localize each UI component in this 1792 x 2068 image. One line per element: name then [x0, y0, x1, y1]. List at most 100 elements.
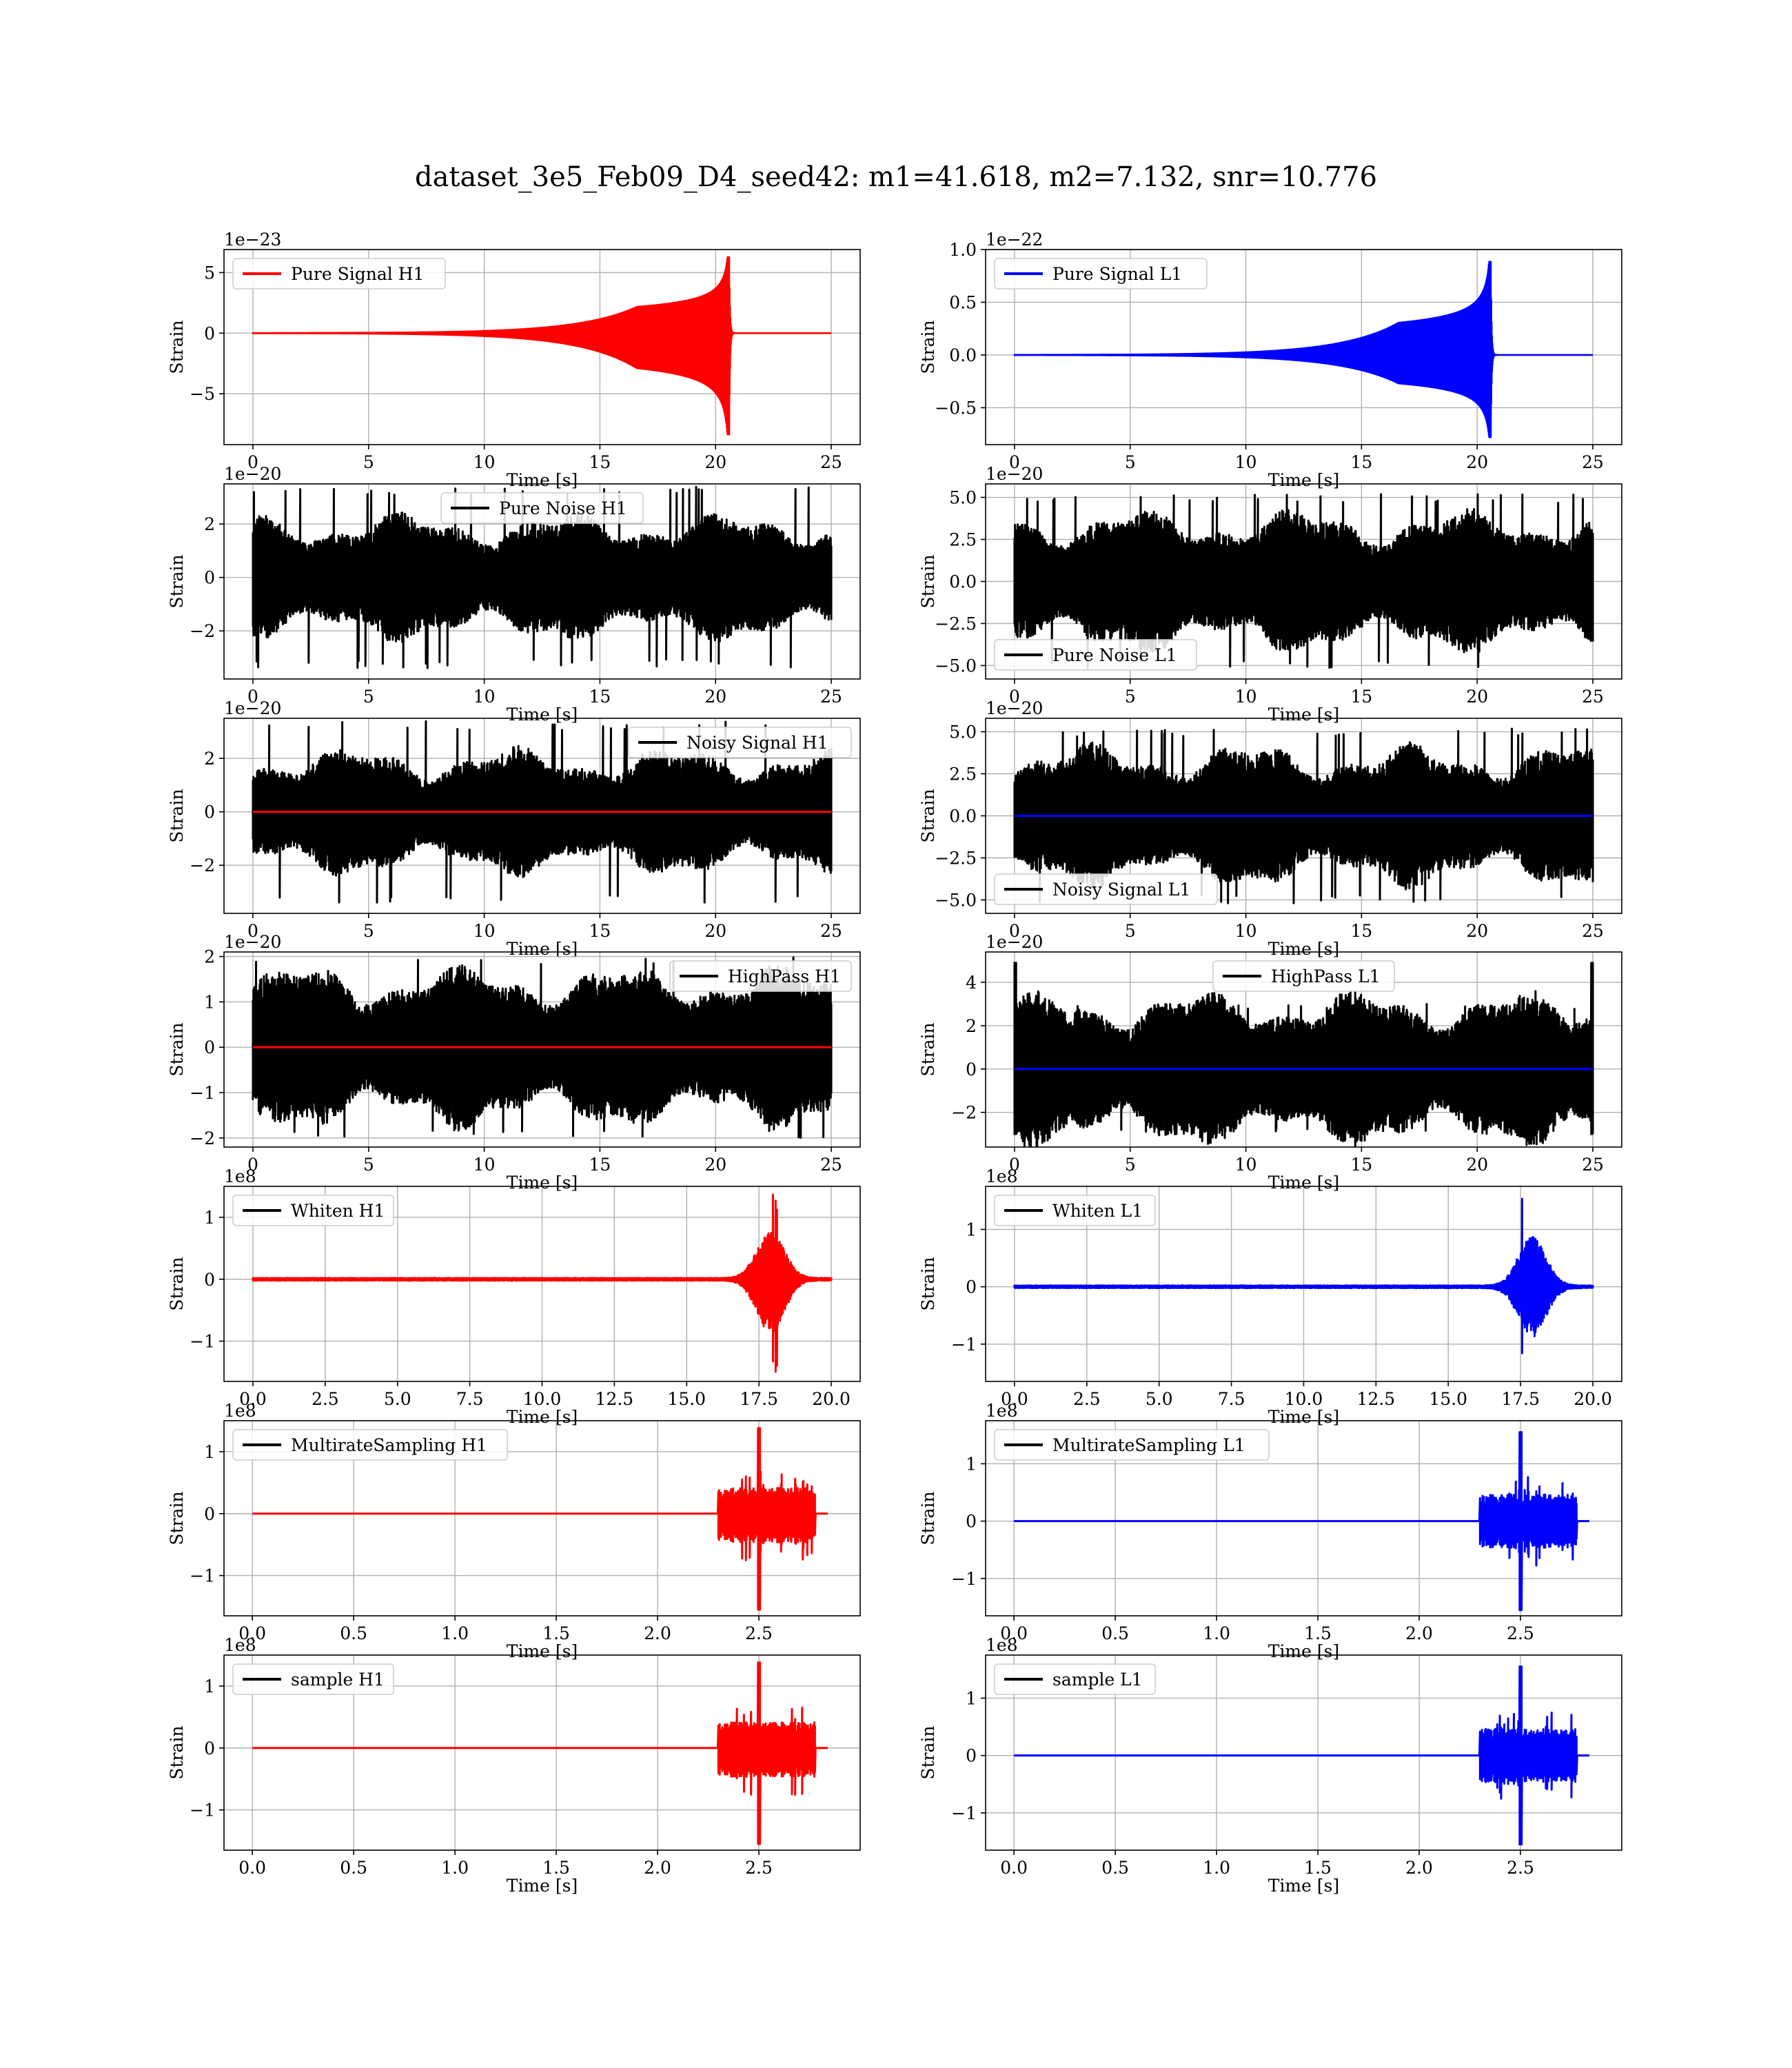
x-tick-label: 2.0 — [1405, 1858, 1433, 1878]
y-tick-label: −1 — [190, 1801, 215, 1821]
x-tick-label: 2.0 — [1405, 1623, 1433, 1643]
x-tick-label: 12.5 — [1357, 1389, 1396, 1409]
x-axis-label: Time [s] — [507, 1407, 578, 1427]
x-tick-label: 20 — [1466, 921, 1488, 941]
series-line — [252, 1661, 828, 1845]
series-line — [1013, 1431, 1590, 1612]
x-tick-label: 0 — [1009, 921, 1020, 941]
series-line — [252, 1193, 833, 1373]
x-tick-label: 20.0 — [1574, 1389, 1612, 1409]
legend-label: Pure Signal H1 — [291, 264, 424, 284]
offset-text: 1e−20 — [986, 698, 1043, 718]
y-tick-label: 0.5 — [949, 292, 977, 312]
panel-pure-signal-h1: 0 5 10 15 20 25 −5 0 5 Time [s] Strain 1e−23 Pure Si… — [167, 230, 861, 490]
y-tick-label: 0 — [204, 1504, 215, 1524]
legend-box — [994, 258, 1208, 290]
legend-box — [994, 873, 1218, 905]
x-tick-label: 25 — [1582, 1155, 1604, 1175]
legend-box — [1212, 960, 1395, 992]
legend-box — [669, 960, 852, 992]
x-tick-label: 20 — [704, 687, 726, 707]
x-axis-label: Time [s] — [507, 939, 578, 959]
y-axis-label: Strain — [918, 1725, 938, 1779]
panel-highpass-h1: 0 5 10 15 20 25 −2 −1 0 1 2 Time [s] Strain 1e−20 High… — [167, 932, 861, 1193]
x-tick-label: 0.0 — [1000, 1623, 1028, 1643]
plot-area — [252, 1427, 828, 1611]
legend: MultirateSampling L1 — [994, 1429, 1270, 1461]
legend-label: MultirateSampling H1 — [291, 1435, 487, 1455]
x-tick-label: 5 — [1125, 687, 1136, 707]
offset-text: 1e8 — [986, 1635, 1018, 1655]
x-tick-label: 0 — [247, 1155, 258, 1175]
legend-box — [232, 1663, 394, 1695]
offset-text: 1e8 — [224, 1401, 256, 1421]
x-tick-label: 17.5 — [1501, 1389, 1540, 1409]
legend-label: Pure Noise L1 — [1052, 645, 1177, 665]
y-tick-label: 0 — [204, 1270, 215, 1290]
series-line — [252, 1427, 828, 1611]
y-tick-label: −5.0 — [935, 890, 977, 910]
y-tick-label: −1 — [190, 1332, 215, 1352]
x-tick-label: 15 — [1351, 1155, 1373, 1175]
x-tick-label: 2.5 — [1073, 1389, 1101, 1409]
series-line — [252, 256, 832, 436]
legend-box — [994, 639, 1197, 671]
plot-area — [1013, 1665, 1590, 1846]
axes-frame — [223, 1186, 861, 1382]
plot-area — [252, 1193, 833, 1373]
panel-whiten-l1: 0.0 2.5 5.0 7.5 10.0 12.5 15.0 17.5 20.0 −1 0 1 Time… — [918, 1166, 1622, 1427]
y-tick-label: 1 — [966, 1688, 977, 1708]
legend: sample H1 — [232, 1663, 394, 1695]
x-tick-label: 10 — [474, 452, 496, 472]
x-tick-label: 12.5 — [595, 1389, 634, 1409]
x-tick-label: 15 — [589, 921, 611, 941]
x-tick-label: 20 — [1466, 452, 1488, 472]
axes-frame — [223, 483, 861, 680]
panel-highpass-l1: 0 5 10 15 20 25 −2 0 2 4 Time [s] Strain 1e−20 HighPa… — [918, 932, 1622, 1193]
x-tick-label: 1.0 — [1203, 1623, 1230, 1643]
y-tick-label: 0 — [204, 1738, 215, 1758]
x-tick-label: 0 — [1009, 1155, 1020, 1175]
panel-multirate-l1: 0.0 0.5 1.0 1.5 2.0 2.5 −1 0 1 Time [s] Strain 1e8 M… — [918, 1401, 1622, 1661]
plot-area — [1013, 727, 1594, 904]
x-tick-label: 5 — [1125, 1155, 1136, 1175]
axes-frame — [985, 483, 1622, 680]
x-tick-label: 10.0 — [523, 1389, 562, 1409]
x-tick-label: 20.0 — [812, 1389, 851, 1409]
y-tick-label: −1 — [190, 1566, 215, 1586]
y-tick-label: 5.0 — [949, 722, 977, 742]
legend-label: Whiten L1 — [1052, 1201, 1143, 1221]
x-tick-label: 7.5 — [1218, 1389, 1245, 1409]
y-tick-label: 5.0 — [949, 488, 977, 508]
y-tick-label: −5 — [190, 384, 215, 404]
x-axis-label: Time [s] — [1268, 1407, 1339, 1427]
x-tick-label: 0.5 — [1101, 1623, 1129, 1643]
panel-pure-noise-h1: 0 5 10 15 20 25 −2 0 2 Time [s] Strain 1e−20 Pure No… — [167, 464, 861, 724]
y-tick-label: −1 — [951, 1335, 977, 1355]
legend-box — [440, 492, 644, 524]
legend: Whiten H1 — [232, 1195, 394, 1226]
y-tick-label: 2.5 — [949, 530, 977, 550]
x-tick-label: 10 — [474, 921, 496, 941]
y-axis-label: Strain — [167, 789, 187, 842]
x-tick-label: 10 — [474, 687, 496, 707]
series-line — [252, 720, 833, 904]
x-axis-label: Time [s] — [1268, 470, 1339, 490]
y-tick-label: 0 — [204, 323, 215, 343]
y-tick-label: −5.0 — [935, 656, 977, 676]
x-tick-label: 25 — [820, 687, 842, 707]
plot-area — [1013, 962, 1594, 1147]
legend-box — [232, 1195, 394, 1226]
x-tick-label: 0.0 — [1000, 1858, 1028, 1878]
x-tick-label: 0.0 — [238, 1623, 266, 1643]
x-tick-label: 20 — [704, 921, 726, 941]
x-axis-label: Time [s] — [507, 1641, 578, 1661]
offset-text: 1e8 — [986, 1401, 1018, 1421]
legend-label: Pure Signal L1 — [1052, 264, 1182, 284]
panel-pure-signal-l1: 0 5 10 15 20 25 −0.5 0.0 0.5 1.0 Time [s] Strain 1e−… — [918, 230, 1622, 490]
y-tick-label: −0.5 — [935, 398, 977, 418]
y-tick-label: 0.0 — [949, 807, 977, 827]
x-tick-label: 10.0 — [1285, 1389, 1323, 1409]
x-tick-label: 2.5 — [312, 1389, 339, 1409]
